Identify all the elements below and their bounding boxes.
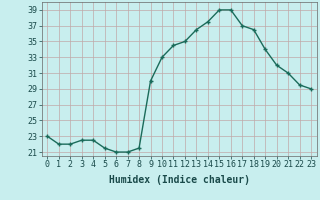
X-axis label: Humidex (Indice chaleur): Humidex (Indice chaleur) [109, 175, 250, 185]
